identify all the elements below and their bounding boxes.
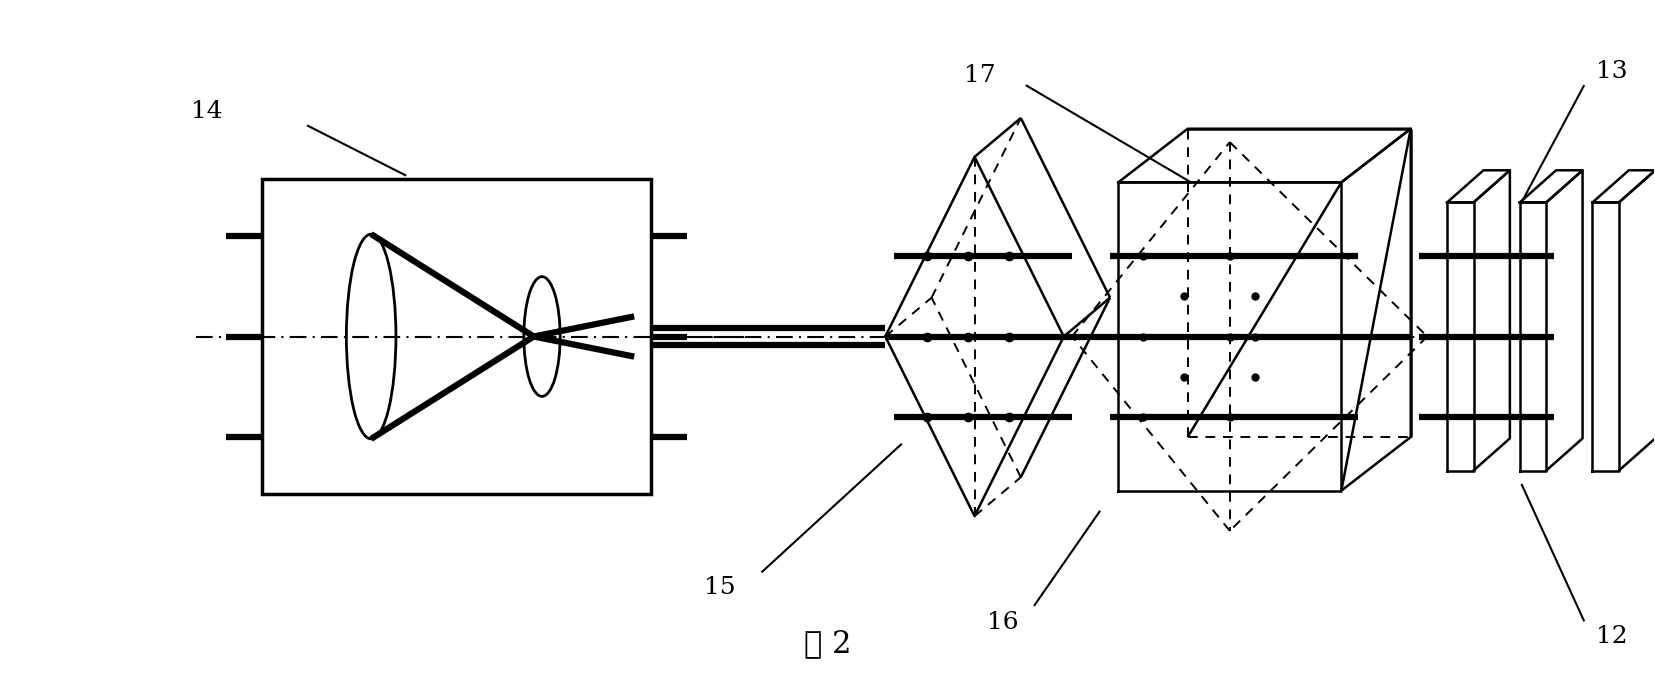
Bar <box>263 179 650 494</box>
Text: 17: 17 <box>963 64 995 87</box>
Text: 15: 15 <box>705 576 736 600</box>
Text: 12: 12 <box>1595 625 1627 648</box>
Text: 16: 16 <box>986 611 1018 634</box>
Text: 13: 13 <box>1595 61 1627 83</box>
Text: 14: 14 <box>192 100 223 123</box>
Text: 图 2: 图 2 <box>804 629 851 660</box>
